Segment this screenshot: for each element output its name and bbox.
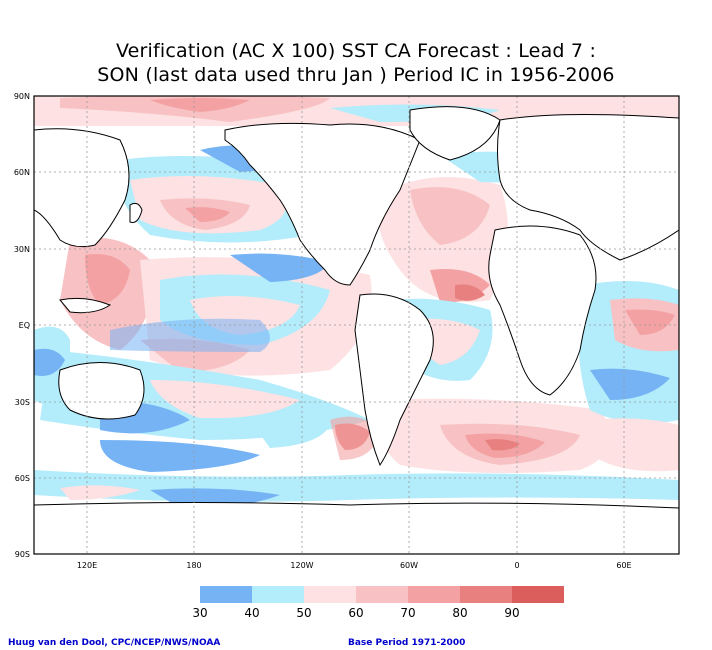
landmass-south-america (354, 293, 434, 467)
lat-label-eq: EQ (19, 321, 30, 330)
landmass-antarctica (34, 502, 679, 554)
landmass-greenland (409, 106, 501, 161)
lat-label-30n: 30N (14, 245, 30, 254)
lon-label-180: 180 (186, 561, 201, 570)
lon-label-120e: 120E (77, 561, 97, 570)
graticule (34, 96, 679, 554)
colorbar-tick-60: 60 (348, 606, 363, 620)
landmass-japan (129, 202, 143, 223)
colorbar-bin-6 (460, 586, 512, 603)
lat-label-60s: 60S (15, 474, 30, 483)
lat-label-60n: 60N (14, 168, 30, 177)
landmass-americas-north (224, 122, 421, 286)
colorbar-bin-4 (356, 586, 408, 603)
landmass-asia-west (34, 128, 130, 248)
map-frame (33, 95, 680, 555)
lon-label-60e: 60E (616, 561, 631, 570)
landmass-africa (488, 225, 597, 396)
base-period-text: Base Period 1971-2000 (348, 638, 466, 648)
map-title-line-2: SON (last data used thru Jan ) Period IC… (97, 64, 615, 86)
landmass-eurasia (497, 113, 679, 261)
colorbar-tick-50: 50 (296, 606, 311, 620)
colorbar-bin-3 (304, 586, 356, 603)
colorbar-tick-90: 90 (504, 606, 519, 620)
colorbar (200, 586, 564, 603)
colorbar-bin-7 (512, 586, 564, 603)
credit-text: Huug van den Dool, CPC/NCEP/NWS/NOAA (8, 638, 221, 648)
lon-label-120w: 120W (290, 561, 313, 570)
landmass-indonesia (59, 297, 112, 314)
colorbar-bin-1 (200, 586, 252, 603)
shading-layer (34, 96, 679, 509)
land-layer (34, 106, 679, 554)
map-title-line-1: Verification (AC X 100) SST CA Forecast … (115, 40, 597, 62)
lat-label-90s: 90S (15, 550, 30, 559)
lon-label-0: 0 (514, 561, 519, 570)
colorbar-tick-80: 80 (452, 606, 467, 620)
colorbar-bin-2 (252, 586, 304, 603)
lon-label-60w: 60W (400, 561, 418, 570)
landmass-australia (58, 362, 145, 420)
colorbar-tick-30: 30 (192, 606, 207, 620)
lat-label-30s: 30S (15, 398, 30, 407)
colorbar-tick-40: 40 (244, 606, 259, 620)
colorbar-tick-70: 70 (400, 606, 415, 620)
lat-label-90n: 90N (14, 92, 30, 101)
colorbar-bin-5 (408, 586, 460, 603)
